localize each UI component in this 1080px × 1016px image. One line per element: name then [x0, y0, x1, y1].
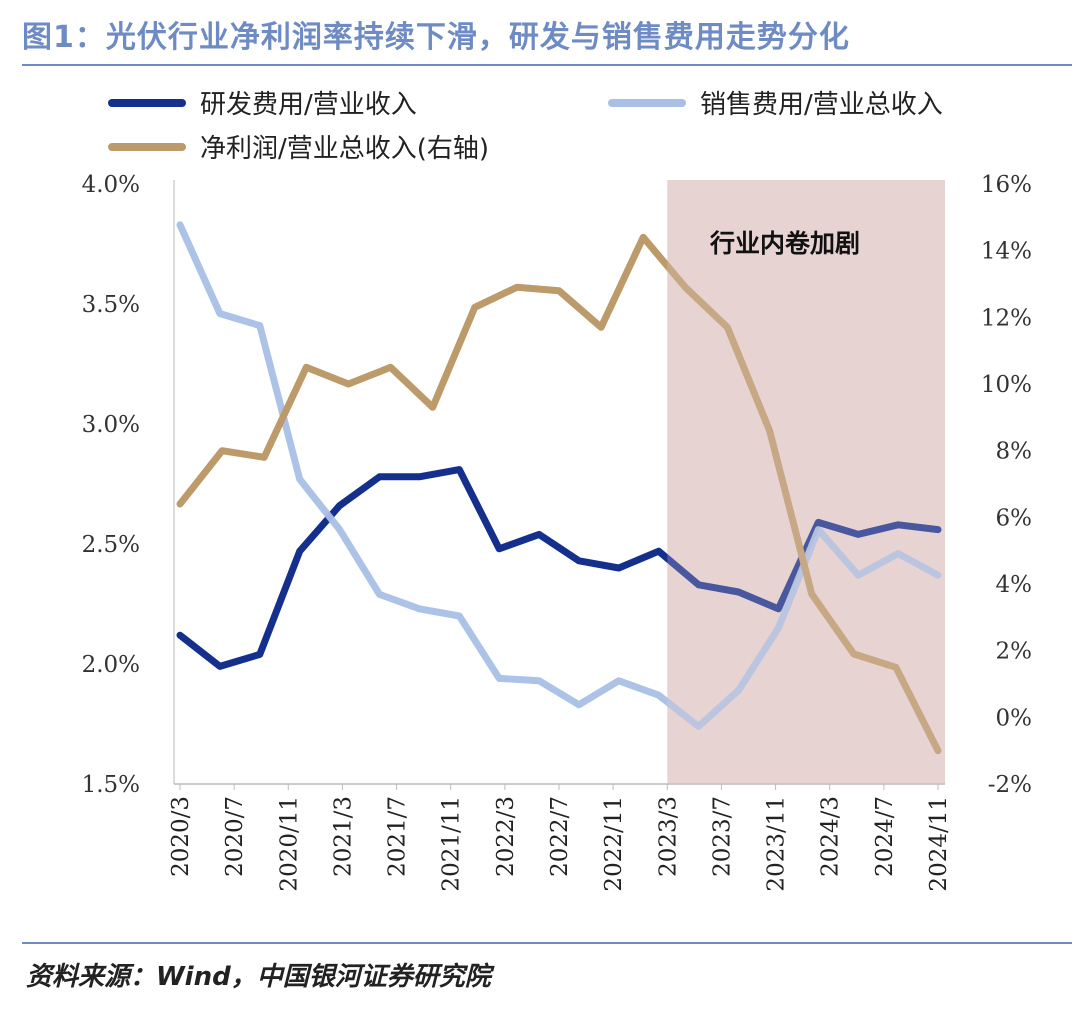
- right-tick-label: -2%: [988, 772, 1032, 798]
- x-tick-label: 2020/11: [276, 796, 302, 892]
- legend-rd-swatch: [108, 98, 186, 107]
- x-tick-label: 2024/11: [926, 796, 952, 892]
- x-tick-label: 2023/7: [709, 796, 735, 877]
- shaded-region-overlay: [667, 180, 945, 784]
- source-note: 资料来源：Wind，中国银河证券研究院: [26, 962, 491, 992]
- x-tick-label: 2021/11: [439, 796, 465, 892]
- right-tick-label: 10%: [981, 372, 1032, 398]
- legend-sales-swatch: [608, 98, 686, 107]
- x-tick-label: 2024/7: [872, 796, 898, 877]
- x-tick-label: 2022/3: [493, 796, 519, 877]
- legend-sales: 销售费用/营业总收入: [608, 84, 943, 121]
- x-tick-label: 2021/3: [330, 796, 356, 877]
- figure-title: 图1：光伏行业净利润率持续下滑，研发与销售费用走势分化: [22, 20, 850, 55]
- shaded-region: [667, 180, 945, 784]
- right-tick-label: 16%: [981, 172, 1032, 198]
- sales-series-line: [176, 221, 942, 730]
- x-tick-label: 2023/11: [764, 796, 790, 892]
- legend-sales-label: 销售费用/营业总收入: [700, 90, 943, 120]
- legend-rd-label: 研发费用/营业收入: [200, 90, 417, 120]
- x-tick-label: 2024/3: [818, 796, 844, 877]
- left-tick-label: 4.0%: [82, 172, 140, 198]
- left-tick-label: 1.5%: [82, 772, 140, 798]
- chart-canvas: 1.5% 2.0% 2.5% 3.0% 3.5% 4.0% -2% 0% 2% 4% 6% 8% 10%…: [82, 172, 1033, 892]
- x-tick-label: 2023/3: [655, 796, 681, 877]
- x-tick-label: 2022/11: [601, 796, 627, 892]
- source-rule: [22, 942, 1072, 944]
- x-tick-label: 2020/3: [168, 796, 194, 877]
- left-tick-label: 3.5%: [82, 292, 140, 318]
- x-tick-label: 2022/7: [547, 796, 573, 877]
- legend-rd: 研发费用/营业收入: [108, 84, 417, 121]
- right-tick-label: 2%: [996, 639, 1033, 665]
- right-tick-label: 8%: [996, 439, 1033, 465]
- x-tick-label: 2020/7: [222, 796, 248, 877]
- legend-profit-label: 净利润/营业总收入(右轴): [200, 134, 490, 164]
- legend-profit: 净利润/营业总收入(右轴): [108, 128, 489, 165]
- right-tick-label: 14%: [981, 239, 1032, 265]
- right-tick-label: 12%: [981, 305, 1032, 331]
- legend-profit-swatch: [108, 142, 186, 151]
- left-tick-label: 3.0%: [82, 412, 140, 438]
- title-rule: [22, 64, 1072, 66]
- left-tick-label: 2.5%: [82, 532, 140, 558]
- shaded-region-label: 行业内卷加剧: [709, 229, 860, 258]
- right-tick-label: 6%: [996, 505, 1033, 531]
- x-tick-label: 2021/7: [385, 796, 411, 877]
- right-tick-label: 4%: [996, 572, 1033, 598]
- left-tick-label: 2.0%: [82, 652, 140, 678]
- right-tick-label: 0%: [996, 705, 1033, 731]
